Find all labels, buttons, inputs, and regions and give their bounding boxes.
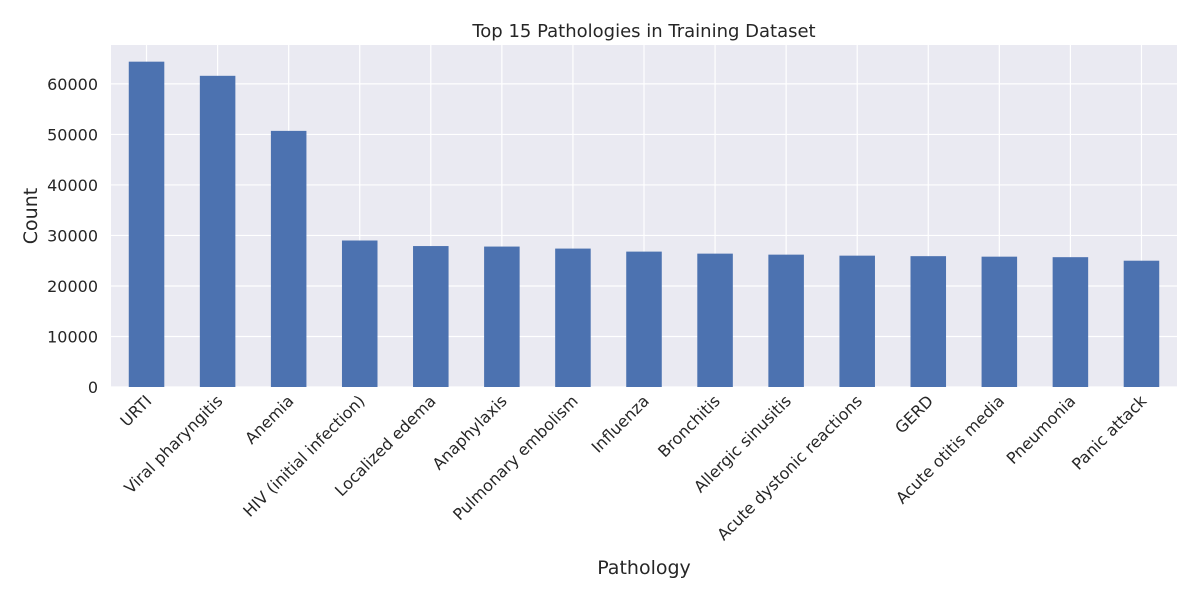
x-tick-label: Anemia <box>241 391 297 447</box>
x-tick-label: GERD <box>891 391 937 437</box>
bar <box>128 61 165 388</box>
x-tick-label: Pneumonia <box>1003 391 1080 468</box>
x-axis-label: Pathology <box>597 557 691 579</box>
bar <box>555 248 591 387</box>
bar <box>1123 260 1160 387</box>
bar <box>484 246 520 387</box>
bar <box>270 130 307 387</box>
x-tick-label: Influenza <box>588 391 653 456</box>
bar <box>413 246 449 387</box>
bar <box>626 251 662 387</box>
bars <box>128 61 1160 388</box>
y-tick-labels: 0 10000 20000 30000 40000 50000 60000 <box>47 75 98 397</box>
bar <box>1052 257 1089 387</box>
bar <box>910 256 947 387</box>
x-tick-label: Panic attack <box>1068 391 1151 474</box>
x-tick-label: URTI <box>116 391 155 430</box>
x-tick-label: Bronchitis <box>654 391 724 461</box>
x-tick-label: Acute dystonic reactions <box>713 391 866 544</box>
y-axis-label: Count <box>20 188 42 244</box>
y-tick-label: 0 <box>88 378 98 397</box>
bar <box>768 254 804 387</box>
x-tick-label: HIV (initial infection) <box>239 391 368 520</box>
bar <box>341 240 378 387</box>
bar <box>839 255 875 387</box>
chart-title: Top 15 Pathologies in Training Dataset <box>471 21 815 42</box>
bar <box>981 256 1018 387</box>
y-tick-label: 50000 <box>47 125 98 144</box>
x-tick-label: Pulmonary embolism <box>449 391 582 524</box>
y-tick-label: 10000 <box>47 327 98 346</box>
y-tick-label: 30000 <box>47 226 98 245</box>
y-tick-label: 60000 <box>47 75 98 94</box>
bar <box>199 75 236 387</box>
y-tick-label: 20000 <box>47 277 98 296</box>
bar <box>697 253 733 387</box>
y-tick-label: 40000 <box>47 176 98 195</box>
